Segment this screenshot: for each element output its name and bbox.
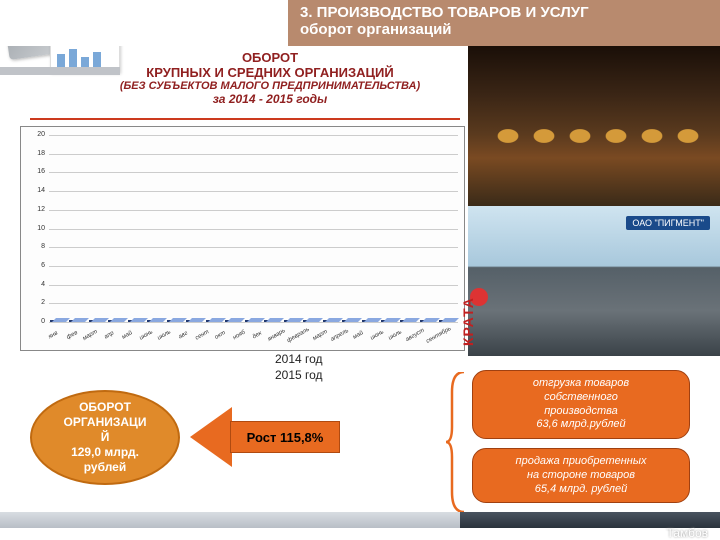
legend-2015: 2015 год bbox=[275, 368, 323, 384]
pill2-l2: на стороне товаров bbox=[483, 469, 679, 483]
growth-arrow: Рост 115,8% bbox=[190, 415, 340, 459]
chart-title-l4: за 2014 - 2015 годы bbox=[100, 92, 440, 106]
oval-l2: ОРГАНИЗАЦИ bbox=[36, 415, 174, 430]
pill1-l1: отгрузка товаров bbox=[483, 377, 679, 391]
chart-title-l1: ОБОРОТ bbox=[100, 50, 440, 65]
pill1-l2: собственного bbox=[483, 391, 679, 405]
legend-2014: 2014 год bbox=[275, 352, 323, 368]
pill2-l3: 65,4 млрд. рублей bbox=[483, 483, 679, 497]
photo-plant: ОАО "ПИГМЕНТ" КРАТА bbox=[468, 206, 720, 356]
header-stripe: 3. ПРОИЗВОДСТВО ТОВАРОВ И УСЛУГ оборот о… bbox=[288, 0, 720, 46]
photo-bread bbox=[468, 46, 720, 206]
pill-purchased-goods: продажа приобретенных на стороне товаров… bbox=[472, 448, 690, 503]
pill2-l1: продажа приобретенных bbox=[483, 455, 679, 469]
footer-city: Тамбов bbox=[666, 526, 708, 540]
pill1-l4: 63,6 млрд.рублей bbox=[483, 418, 679, 432]
oval-l1: ОБОРОТ bbox=[36, 400, 174, 415]
oval-l4: 129,0 млрд. bbox=[36, 445, 174, 460]
chart-title: ОБОРОТ КРУПНЫХ И СРЕДНИХ ОРГАНИЗАЦИЙ (БЕ… bbox=[100, 50, 440, 106]
arrow-label: Рост 115,8% bbox=[247, 430, 324, 445]
bar-chart: 02468101214161820 янвфевмартапрмайиюньию… bbox=[20, 126, 465, 351]
plant-badge: ОАО "ПИГМЕНТ" bbox=[626, 216, 710, 230]
header-line1: 3. ПРОИЗВОДСТВО ТОВАРОВ И УСЛУГ bbox=[300, 4, 708, 21]
xlabel-20: сентябрь bbox=[426, 326, 462, 361]
oval-l5: рублей bbox=[36, 460, 174, 475]
plant-logo: КРАТА bbox=[460, 297, 476, 346]
pill-own-production: отгрузка товаров собственного производст… bbox=[472, 370, 690, 439]
pill1-l3: производства bbox=[483, 405, 679, 419]
arrow-head-icon bbox=[190, 407, 232, 467]
arrow-shaft: Рост 115,8% bbox=[230, 421, 340, 453]
header: 3. ПРОИЗВОДСТВО ТОВАРОВ И УСЛУГ оборот о… bbox=[0, 0, 720, 46]
chart-title-l2: КРУПНЫХ И СРЕДНИХ ОРГАНИЗАЦИЙ bbox=[100, 65, 440, 80]
bracket-icon bbox=[446, 372, 466, 512]
turnover-oval: ОБОРОТ ОРГАНИЗАЦИ Й 129,0 млрд. рублей bbox=[30, 390, 180, 485]
header-line2: оборот организаций bbox=[300, 21, 708, 38]
title-underline bbox=[30, 118, 460, 120]
year-legend: 2014 год 2015 год bbox=[275, 352, 323, 383]
chart-title-l3: (БЕЗ СУБЪЕКТОВ МАЛОГО ПРЕДПРИНИМАТЕЛЬСТВ… bbox=[100, 80, 440, 92]
oval-l3: Й bbox=[36, 430, 174, 445]
